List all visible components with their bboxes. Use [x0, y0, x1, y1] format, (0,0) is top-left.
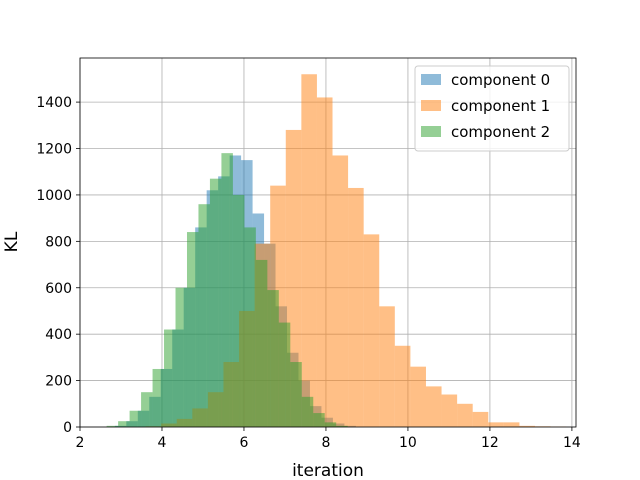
histogram-bar	[278, 322, 291, 427]
histogram-bar	[348, 187, 364, 427]
x-tick-label: 12	[481, 435, 499, 451]
histogram-bar	[129, 410, 142, 427]
x-tick-label: 10	[399, 435, 417, 451]
y-tick-label: 1200	[36, 142, 72, 158]
y-tick-label: 0	[63, 420, 72, 436]
histogram-bar	[425, 386, 442, 427]
histogram-bar	[209, 178, 222, 427]
histogram-bar	[441, 394, 458, 427]
histogram-bar	[519, 425, 536, 427]
histogram-bar	[244, 227, 256, 427]
y-tick-label: 600	[45, 281, 72, 297]
legend-label: component 2	[451, 123, 550, 141]
histogram-bar	[118, 421, 130, 427]
histogram-bar	[316, 97, 333, 428]
histogram-bar	[457, 403, 473, 427]
histogram-bar	[336, 425, 348, 427]
histogram-bar	[332, 155, 349, 428]
histogram-bar	[410, 366, 426, 427]
histogram-bar	[313, 413, 325, 427]
histogram-bar	[186, 232, 199, 427]
y-tick-label: 800	[45, 234, 72, 250]
y-axis-label: KL	[2, 231, 22, 252]
x-tick-label: 2	[76, 435, 85, 451]
y-tick-label: 1000	[36, 188, 72, 204]
histogram-bar	[175, 287, 187, 427]
histogram-bar	[267, 290, 279, 427]
histogram-bar	[363, 234, 380, 427]
histogram-bar	[394, 345, 411, 427]
histogram-bar	[503, 422, 520, 427]
legend-swatch	[421, 74, 441, 85]
x-tick-label: 4	[158, 435, 167, 451]
x-tick-label: 8	[321, 435, 330, 451]
y-tick-label: 200	[45, 374, 72, 390]
x-tick-label: 6	[240, 435, 249, 451]
histogram-bar	[301, 74, 317, 427]
histogram-bar	[290, 362, 302, 427]
histogram-bar	[324, 422, 337, 427]
histogram-bar	[141, 392, 153, 427]
legend-swatch	[421, 126, 441, 137]
histogram-bar	[232, 194, 245, 427]
histogram-bar	[198, 204, 210, 427]
axis-ticks: 2 4 6 8 10 12 14 0 200 400 600 800 1000 1200 1400	[36, 95, 581, 451]
histogram-bar	[255, 259, 268, 427]
histogram-bar	[379, 306, 395, 427]
y-tick-label: 400	[45, 327, 72, 343]
legend-swatch	[421, 100, 441, 111]
histogram-bar	[472, 411, 489, 427]
histogram-bars	[106, 74, 567, 428]
plot-area-frame	[79, 57, 577, 428]
histogram-bar	[164, 329, 176, 427]
y-tick-label: 1400	[36, 95, 72, 111]
histogram-bar	[488, 422, 504, 427]
series-2-bars	[106, 153, 348, 427]
histogram-bar	[301, 396, 314, 427]
legend-box	[414, 65, 570, 152]
x-tick-label: 14	[563, 435, 581, 451]
x-axis-label: iteration	[292, 461, 364, 480]
legend-label: component 0	[451, 71, 550, 89]
legend: component 0 component 1 component 2	[414, 65, 570, 152]
legend-label: component 1	[451, 97, 550, 115]
histogram-bar	[221, 153, 233, 427]
histogram-bar	[106, 425, 119, 427]
histogram-bar	[152, 368, 165, 427]
